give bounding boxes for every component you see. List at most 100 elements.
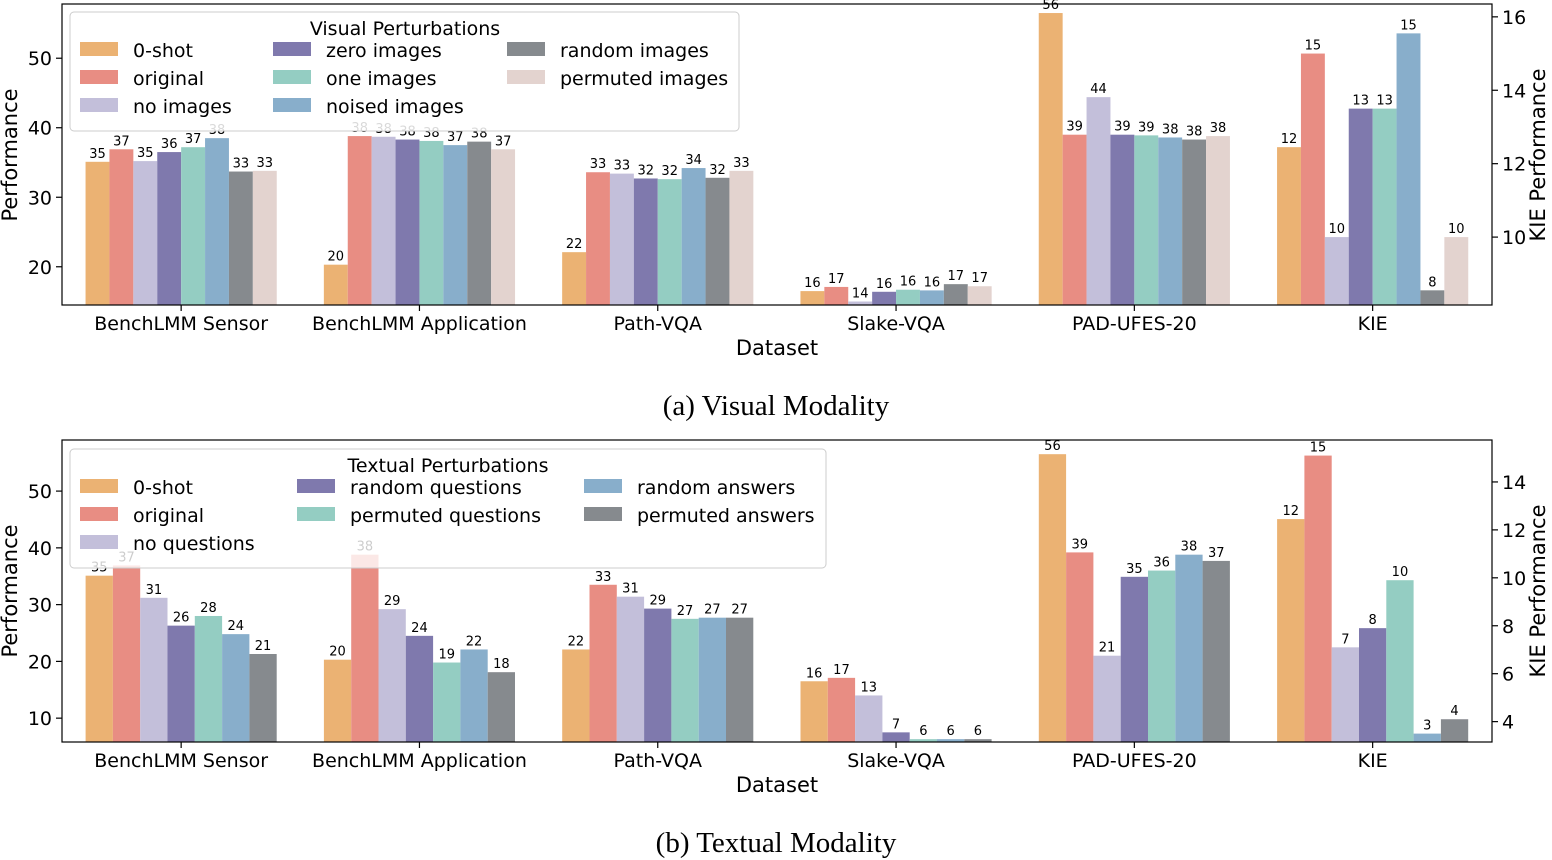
value-label-visual-kie-permuted-images: 10 <box>1448 222 1465 237</box>
plot-frame-visual <box>61 3 1493 306</box>
bar-textual-pad-ufes-20-original <box>1066 552 1094 742</box>
value-label-visual-slake-vqa-zero-images: 16 <box>876 277 893 292</box>
y-tick-label-textual-20: 20 <box>28 651 52 673</box>
value-label-visual-path-vqa-one-images: 32 <box>661 164 678 179</box>
bar-visual-pad-ufes-20-one-images <box>1134 135 1159 305</box>
legend-entries-visual: 0-shot original no images zero images one im… <box>80 40 728 118</box>
legend-label-textual-permuted-questions: permuted questions <box>350 505 541 527</box>
y-tick-label-visual-20: 20 <box>28 257 52 279</box>
value-label-textual-benchlmm-application-permuted-answers: 18 <box>493 657 510 672</box>
bar-textual-slake-vqa-permuted-answers <box>964 739 992 742</box>
value-label-textual-pad-ufes-20-random-questions: 35 <box>1126 562 1143 577</box>
panel-textual: 3537312628242120382924192218223331292727… <box>0 439 1550 859</box>
value-label-visual-slake-vqa-random-images: 17 <box>948 269 965 284</box>
legend-label-visual-0-shot: 0-shot <box>133 40 193 62</box>
bar-textual-kie-0-shot <box>1277 519 1305 742</box>
x-tick-label-visual-kie: KIE <box>1358 313 1388 335</box>
value-label-visual-benchlmm-sensor-original: 37 <box>113 134 130 149</box>
y2-tick-label-textual-12: 12 <box>1502 520 1526 542</box>
legend-swatch-textual-0-shot <box>80 479 118 493</box>
y2-tick-label-textual-10: 10 <box>1502 568 1526 590</box>
bars-textual <box>85 454 1469 742</box>
value-label-visual-pad-ufes-20-random-images: 38 <box>1186 125 1203 140</box>
bar-visual-benchlmm-application-noised-images <box>443 145 468 305</box>
legend-label-visual-noised-images: noised images <box>326 96 464 118</box>
bar-textual-slake-vqa-0-shot <box>800 681 828 742</box>
bar-visual-benchlmm-sensor-no-images <box>133 161 158 305</box>
bar-textual-path-vqa-permuted-answers <box>726 617 754 742</box>
value-labels-visual: 3537353637383333203838383837383722333332… <box>89 0 1464 302</box>
value-label-textual-benchlmm-application-0-shot: 20 <box>329 645 346 660</box>
bar-visual-kie-permuted-images <box>1444 237 1469 305</box>
value-label-textual-kie-no-questions: 7 <box>1341 632 1349 647</box>
value-label-visual-path-vqa-permuted-images: 33 <box>733 156 750 171</box>
value-label-visual-kie-noised-images: 15 <box>1400 18 1417 33</box>
bar-textual-slake-vqa-original <box>827 677 856 742</box>
legend-swatch-visual-zero-images <box>273 42 311 56</box>
bar-visual-kie-0-shot <box>1277 147 1301 305</box>
y2-tick-label-visual-14: 14 <box>1502 80 1526 102</box>
bar-textual-benchlmm-application-random-questions <box>405 635 434 742</box>
legend-swatch-visual-permuted-images <box>507 70 545 84</box>
bar-visual-kie-original <box>1300 53 1325 305</box>
bar-visual-path-vqa-zero-images <box>633 178 658 305</box>
bar-visual-path-vqa-noised-images <box>681 168 706 305</box>
bar-visual-pad-ufes-20-permuted-images <box>1206 136 1230 305</box>
plot-frame-textual <box>61 439 1493 743</box>
y2-tick-label-visual-12: 12 <box>1502 154 1526 176</box>
bar-textual-benchlmm-sensor-permuted-answers <box>249 654 277 742</box>
bar-textual-path-vqa-no-questions <box>616 596 645 742</box>
y2-ticks-textual: 4 6 8 10 12 14 <box>1492 472 1526 734</box>
value-label-visual-path-vqa-noised-images: 34 <box>685 153 702 168</box>
bar-visual-slake-vqa-random-images <box>943 284 968 305</box>
bar-textual-path-vqa-0-shot <box>562 649 590 742</box>
value-label-visual-path-vqa-no-images: 33 <box>614 159 631 174</box>
y2-tick-label-textual-8: 8 <box>1502 616 1514 638</box>
x-tick-label-visual-slake-vqa: Slake-VQA <box>847 313 945 335</box>
bar-visual-slake-vqa-permuted-images <box>967 286 992 305</box>
value-labels-textual: 3537312628242120382924192218223331292727… <box>91 439 1459 739</box>
bar-visual-benchlmm-sensor-zero-images <box>157 152 182 305</box>
legend-label-textual-0-shot: 0-shot <box>133 477 193 499</box>
legend-swatch-visual-original <box>80 70 118 84</box>
x-tick-label-textual-benchlmm-application: BenchLMM Application <box>312 750 527 772</box>
bar-visual-path-vqa-no-images <box>609 173 634 305</box>
value-label-visual-path-vqa-random-images: 32 <box>709 163 726 178</box>
bar-textual-benchlmm-sensor-random-questions <box>167 625 195 742</box>
value-label-textual-path-vqa-permuted-questions: 27 <box>677 604 694 619</box>
legend-box-visual <box>69 11 740 132</box>
legend-label-textual-no-questions: no questions <box>133 533 255 555</box>
value-label-visual-kie-no-images: 10 <box>1329 222 1346 237</box>
value-label-textual-pad-ufes-20-0-shot: 56 <box>1044 439 1061 454</box>
legend-label-visual-permuted-images: permuted images <box>560 68 728 90</box>
panel-visual: 3537353637383333203838383837383722333332… <box>0 0 1550 422</box>
bar-visual-benchlmm-sensor-original <box>109 149 134 305</box>
value-label-textual-benchlmm-sensor-random-questions: 26 <box>173 611 190 626</box>
value-label-textual-slake-vqa-no-questions: 13 <box>860 680 877 695</box>
bar-visual-benchlmm-sensor-0-shot <box>85 161 110 305</box>
bar-textual-benchlmm-application-random-answers <box>460 649 488 742</box>
value-label-textual-benchlmm-application-random-answers: 22 <box>466 634 483 649</box>
value-label-textual-benchlmm-sensor-permuted-questions: 28 <box>200 601 217 616</box>
value-label-visual-benchlmm-sensor-one-images: 37 <box>185 132 202 147</box>
legend-label-textual-permuted-answers: permuted answers <box>637 505 815 527</box>
value-label-textual-path-vqa-random-answers: 27 <box>704 603 721 618</box>
legend-swatch-visual-no-images <box>80 98 118 112</box>
bar-visual-slake-vqa-0-shot <box>800 291 825 305</box>
bar-textual-kie-random-questions <box>1359 628 1387 742</box>
y-tick-label-textual-10: 10 <box>28 708 52 730</box>
value-label-textual-kie-permuted-questions: 10 <box>1392 565 1409 580</box>
bar-visual-slake-vqa-zero-images <box>872 291 897 305</box>
value-label-visual-benchlmm-application-0-shot: 20 <box>328 250 345 265</box>
value-label-textual-path-vqa-0-shot: 22 <box>568 634 585 649</box>
y-axis-label-visual: Performance <box>0 88 22 221</box>
value-label-textual-benchlmm-application-random-questions: 24 <box>411 621 428 636</box>
legend-label-visual-zero-images: zero images <box>326 40 442 62</box>
x-ticks-textual: BenchLMM Sensor BenchLMM Application Path-… <box>94 742 1388 772</box>
bar-textual-path-vqa-original <box>589 584 617 742</box>
legend-swatch-visual-one-images <box>273 70 311 84</box>
x-tick-label-textual-pad-ufes-20: PAD-UFES-20 <box>1072 750 1197 772</box>
legend-textual: Textual Perturbations 0-shot original no q… <box>69 448 827 569</box>
value-label-textual-benchlmm-application-no-questions: 29 <box>384 594 401 609</box>
